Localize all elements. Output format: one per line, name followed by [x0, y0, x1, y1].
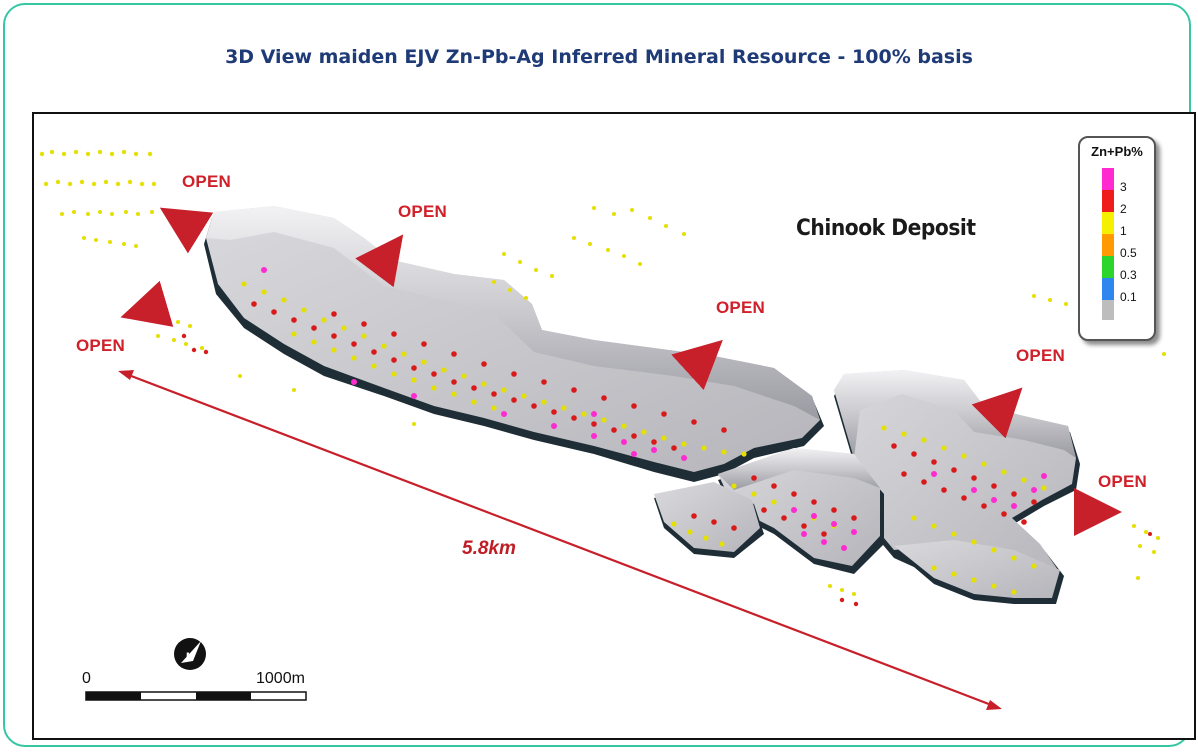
legend-swatch-2	[1102, 190, 1114, 212]
distance-arrowhead-end	[986, 700, 1002, 710]
drill-points-red	[181, 333, 1152, 607]
distance-label: 5.8km	[462, 538, 516, 559]
grade-legend: Zn+Pb% 3 2 1 0.5 0.3 0.1	[1078, 136, 1156, 341]
drill-points-far-north	[492, 206, 1166, 596]
open-arrow-ne	[671, 339, 723, 391]
open-label-n: OPEN	[398, 202, 447, 221]
legend-swatch-1	[1102, 212, 1114, 234]
legend-color-bar	[1102, 168, 1114, 320]
legend-tick: 0.5	[1120, 246, 1137, 260]
scale-bar	[85, 691, 307, 701]
legend-swatch-3	[1102, 168, 1114, 190]
drill-points-main-shell	[241, 267, 747, 461]
figure-title: 3D View maiden EJV Zn-Pb-Ag Inferred Min…	[225, 46, 973, 68]
legend-tick: 0.1	[1120, 290, 1137, 304]
open-label-nw: OPEN	[182, 172, 231, 191]
legend-swatch-0-3	[1102, 256, 1114, 278]
deposit-name: Chinook Deposit	[796, 216, 976, 241]
drill-points-east-shells	[671, 425, 1047, 595]
scale-label-end: 1000m	[256, 670, 305, 687]
open-label-ne: OPEN	[716, 298, 765, 317]
map-canvas: N	[39, 149, 1166, 710]
resource-shell-main	[204, 206, 824, 482]
open-arrow-n	[355, 234, 404, 288]
open-label-ne-east: OPEN	[1016, 346, 1065, 365]
svg-text:N: N	[186, 651, 194, 663]
legend-swatch-0-1	[1102, 278, 1114, 300]
distance-arrowhead-start	[118, 370, 134, 380]
legend-swatch-0-5	[1102, 234, 1114, 256]
resource-shell-south	[654, 448, 884, 574]
open-arrow-ne-east	[971, 387, 1023, 439]
legend-swatch-below	[1102, 300, 1114, 320]
legend-tick: 0.3	[1120, 268, 1137, 282]
north-arrow-icon: N	[174, 638, 206, 670]
open-arrow-w	[120, 280, 174, 327]
map-frame: N OPEN OPEN OPEN OPEN OPEN OPEN Chinook …	[32, 112, 1196, 740]
legend-tick: 2	[1120, 202, 1127, 216]
open-arrow-nw	[159, 207, 214, 254]
open-arrows	[120, 207, 1122, 536]
legend-tick: 3	[1120, 180, 1127, 194]
open-label-w: OPEN	[76, 336, 125, 355]
scale-label-start: 0	[82, 670, 91, 687]
distance-line	[118, 370, 1002, 710]
resource-shell-southeast	[894, 540, 1064, 604]
legend-title: Zn+Pb%	[1091, 144, 1143, 159]
open-label-e: OPEN	[1098, 472, 1147, 491]
legend-tick: 1	[1120, 224, 1127, 238]
